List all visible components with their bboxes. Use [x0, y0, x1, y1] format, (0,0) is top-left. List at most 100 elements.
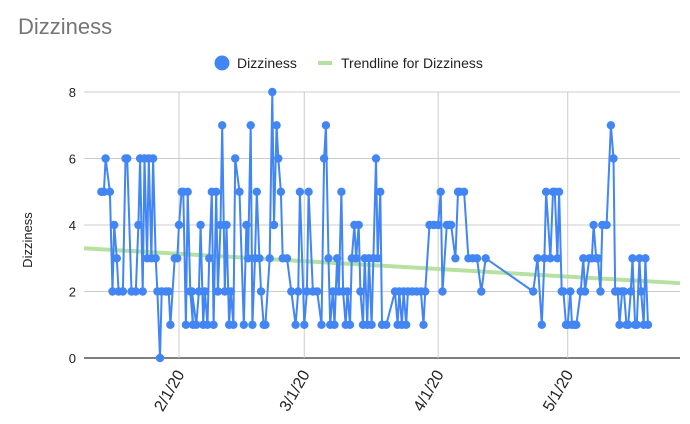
data-point [131, 287, 140, 296]
y-tick-label: 8 [69, 85, 76, 100]
data-point [205, 254, 214, 263]
data-point [134, 220, 143, 230]
data-point [174, 220, 184, 230]
data-point [278, 254, 287, 263]
x-tick-label: 3/1/20 [277, 367, 314, 414]
data-point [598, 220, 607, 230]
data-point [252, 187, 261, 196]
data-point [397, 320, 407, 329]
data-point [390, 287, 400, 296]
data-point [455, 187, 464, 196]
data-point [112, 254, 122, 263]
data-point [148, 154, 158, 163]
data-point [367, 320, 376, 329]
data-point [429, 220, 438, 230]
data-point [276, 187, 286, 196]
data-point [268, 87, 277, 97]
x-tick-label: 2/1/20 [152, 367, 189, 414]
data-point [261, 320, 270, 329]
data-point [243, 254, 253, 263]
data-point [108, 287, 117, 296]
data-point [229, 320, 238, 329]
data-point [639, 320, 648, 329]
data-point [445, 220, 454, 230]
data-point [313, 287, 322, 296]
data-point [636, 287, 646, 296]
data-point [403, 287, 413, 296]
data-point [259, 320, 268, 329]
data-point [611, 287, 620, 296]
data-point [632, 320, 641, 329]
data-point [338, 287, 348, 296]
data-point [269, 220, 279, 230]
tick-label-layer: 0 2 4 6 8 2/1/20 3/1/20 4/1/20 5/1/20 [69, 85, 577, 415]
data-point [179, 187, 188, 196]
data-point [287, 287, 296, 296]
data-point [294, 287, 303, 296]
data-point [373, 254, 382, 263]
y-tick-label: 2 [69, 285, 76, 300]
data-point [399, 287, 408, 296]
data-point [304, 187, 313, 196]
data-point [224, 320, 234, 329]
data-point [144, 154, 153, 163]
data-point [317, 320, 326, 329]
data-point [540, 254, 549, 263]
data-point [300, 320, 309, 329]
data-point [570, 320, 579, 329]
data-point [369, 254, 378, 263]
data-point [343, 287, 352, 296]
data-point [226, 287, 235, 296]
data-point [105, 187, 115, 196]
legend-label-trendline: Trendline for Dizziness [341, 55, 483, 71]
data-point [408, 287, 417, 296]
data-point [477, 287, 486, 296]
data-point [216, 220, 225, 230]
trendline-layer [83, 246, 681, 286]
data-point [606, 121, 616, 130]
data-point [121, 154, 130, 163]
data-point [153, 287, 162, 296]
data-point [619, 287, 629, 296]
data-point [188, 320, 198, 329]
data-point [99, 187, 109, 196]
data-point [371, 154, 381, 163]
data-point [592, 254, 601, 263]
data-point [192, 320, 201, 329]
grid-layer [84, 91, 680, 359]
data-point [321, 121, 331, 130]
data-point [142, 254, 152, 263]
data-point [561, 320, 571, 329]
data-point [589, 220, 598, 230]
data-point [436, 187, 445, 196]
data-point [97, 187, 106, 196]
y-tick-label: 6 [69, 152, 76, 167]
data-point [360, 254, 369, 263]
data-point [585, 254, 594, 263]
data-point [157, 287, 166, 296]
data-point [173, 254, 182, 263]
data-point [147, 254, 156, 263]
data-point [377, 320, 387, 329]
data-point [256, 287, 266, 296]
data-point [421, 287, 430, 296]
data-point [222, 220, 231, 230]
data-point [274, 154, 283, 163]
legend: Dizziness Trendline for Dizziness [214, 55, 483, 71]
legend-marker-dizziness [214, 55, 230, 71]
data-point [643, 320, 653, 329]
data-point [553, 254, 562, 263]
data-point [324, 254, 333, 263]
series-line-layer [101, 91, 649, 359]
data-point [615, 320, 624, 329]
data-point [356, 287, 365, 296]
data-point [350, 220, 359, 230]
data-point [433, 220, 443, 230]
data-point [239, 320, 248, 329]
data-point [248, 320, 257, 329]
data-point [351, 254, 361, 263]
data-point [255, 254, 264, 263]
data-point [199, 320, 208, 329]
data-point [209, 320, 218, 329]
data-point [187, 287, 197, 296]
